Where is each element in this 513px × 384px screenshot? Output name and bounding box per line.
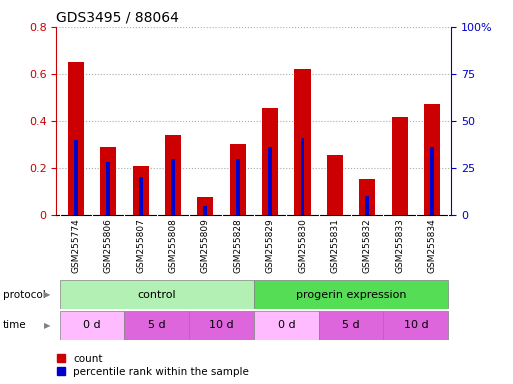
Bar: [236, 159, 240, 215]
Text: 10 d: 10 d: [209, 320, 234, 331]
Bar: [294, 69, 310, 215]
Bar: [165, 135, 181, 215]
Text: progerin expression: progerin expression: [296, 290, 406, 300]
Bar: [327, 155, 343, 215]
Bar: [254, 311, 319, 340]
Bar: [60, 311, 125, 340]
Bar: [430, 147, 434, 215]
Text: protocol: protocol: [3, 290, 45, 300]
Text: 0 d: 0 d: [278, 320, 295, 331]
Bar: [139, 177, 143, 215]
Bar: [171, 159, 175, 215]
Legend: count, percentile rank within the sample: count, percentile rank within the sample: [56, 354, 249, 377]
Text: 10 d: 10 d: [404, 320, 428, 331]
Bar: [198, 197, 213, 215]
Bar: [365, 196, 369, 215]
Bar: [359, 179, 376, 215]
Text: control: control: [137, 290, 176, 300]
Text: 5 d: 5 d: [148, 320, 166, 331]
Bar: [230, 144, 246, 215]
Bar: [189, 311, 254, 340]
Bar: [125, 311, 189, 340]
Bar: [268, 147, 272, 215]
Text: time: time: [3, 320, 26, 331]
Bar: [424, 104, 440, 215]
Text: ▶: ▶: [45, 290, 51, 299]
Bar: [100, 147, 116, 215]
Bar: [383, 311, 448, 340]
Bar: [106, 162, 110, 215]
Bar: [204, 206, 207, 215]
Text: 0 d: 0 d: [83, 320, 101, 331]
Bar: [68, 62, 84, 215]
Bar: [132, 166, 149, 215]
Bar: [262, 108, 278, 215]
Text: 5 d: 5 d: [342, 320, 360, 331]
Bar: [319, 311, 383, 340]
Bar: [254, 280, 448, 309]
Text: ▶: ▶: [45, 321, 51, 330]
Text: GDS3495 / 88064: GDS3495 / 88064: [56, 10, 180, 24]
Bar: [74, 140, 78, 215]
Bar: [391, 118, 408, 215]
Bar: [60, 280, 254, 309]
Bar: [301, 138, 304, 215]
